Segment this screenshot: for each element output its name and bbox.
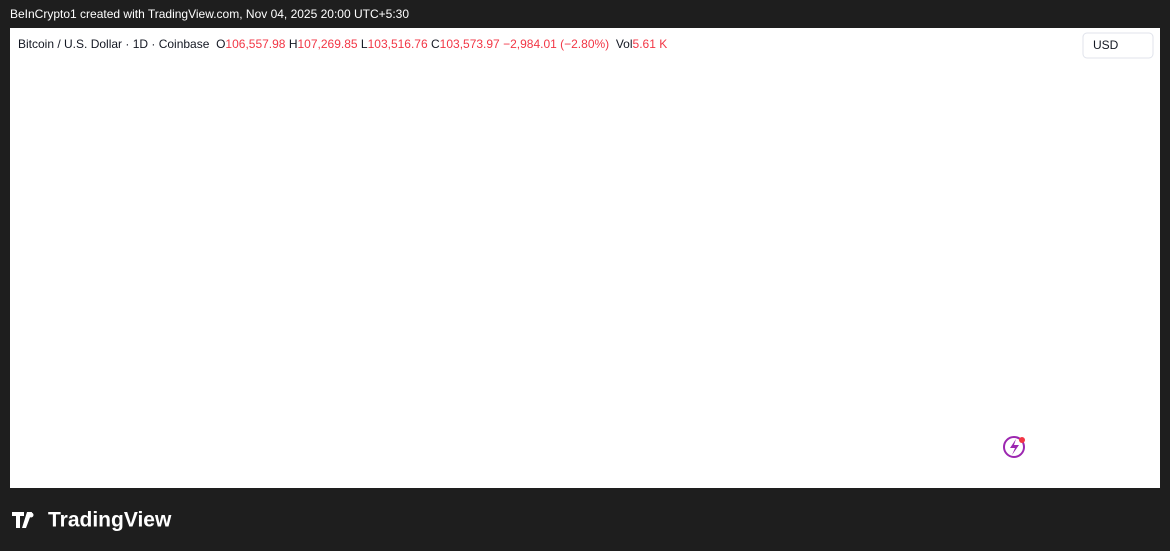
- field-key: L: [360, 37, 368, 51]
- icon-dot: [1019, 437, 1025, 443]
- ohlc-fields: O106,557.98 H107,269.85 L103,516.76 C103…: [216, 37, 503, 51]
- change: −2,984.01 (−2.80%): [503, 37, 610, 51]
- icon-ring: [1003, 436, 1025, 458]
- assistant-icon[interactable]: [1003, 436, 1025, 458]
- logo-mark: [12, 512, 32, 528]
- field-key: H: [288, 37, 298, 51]
- currency-button[interactable]: [1082, 32, 1154, 59]
- field-value: 107,269.85: [297, 37, 358, 51]
- icon-bolt: [1010, 439, 1019, 455]
- footer-text: TradingView: [48, 509, 172, 532]
- volume-value: 5.61 K: [632, 37, 668, 51]
- header-text: BeInCrypto1 created with TradingView.com…: [10, 7, 409, 21]
- field-value: 103,516.76: [367, 37, 428, 51]
- field-key: O: [216, 37, 226, 51]
- volume-key: Vol: [615, 37, 633, 51]
- symbol: Bitcoin / U.S. Dollar · 1D · Coinbase: [18, 37, 210, 51]
- field-value: 103,573.97: [439, 37, 500, 51]
- chart-panel: [10, 28, 1160, 488]
- logo-dot: [28, 512, 34, 518]
- legend: Bitcoin / U.S. Dollar · 1D · Coinbase O1…: [18, 37, 667, 51]
- field-key: C: [431, 37, 440, 51]
- footer-logo: TradingView: [12, 509, 172, 532]
- field-value: 106,557.98: [225, 37, 286, 51]
- currency-label: USD: [1093, 38, 1119, 52]
